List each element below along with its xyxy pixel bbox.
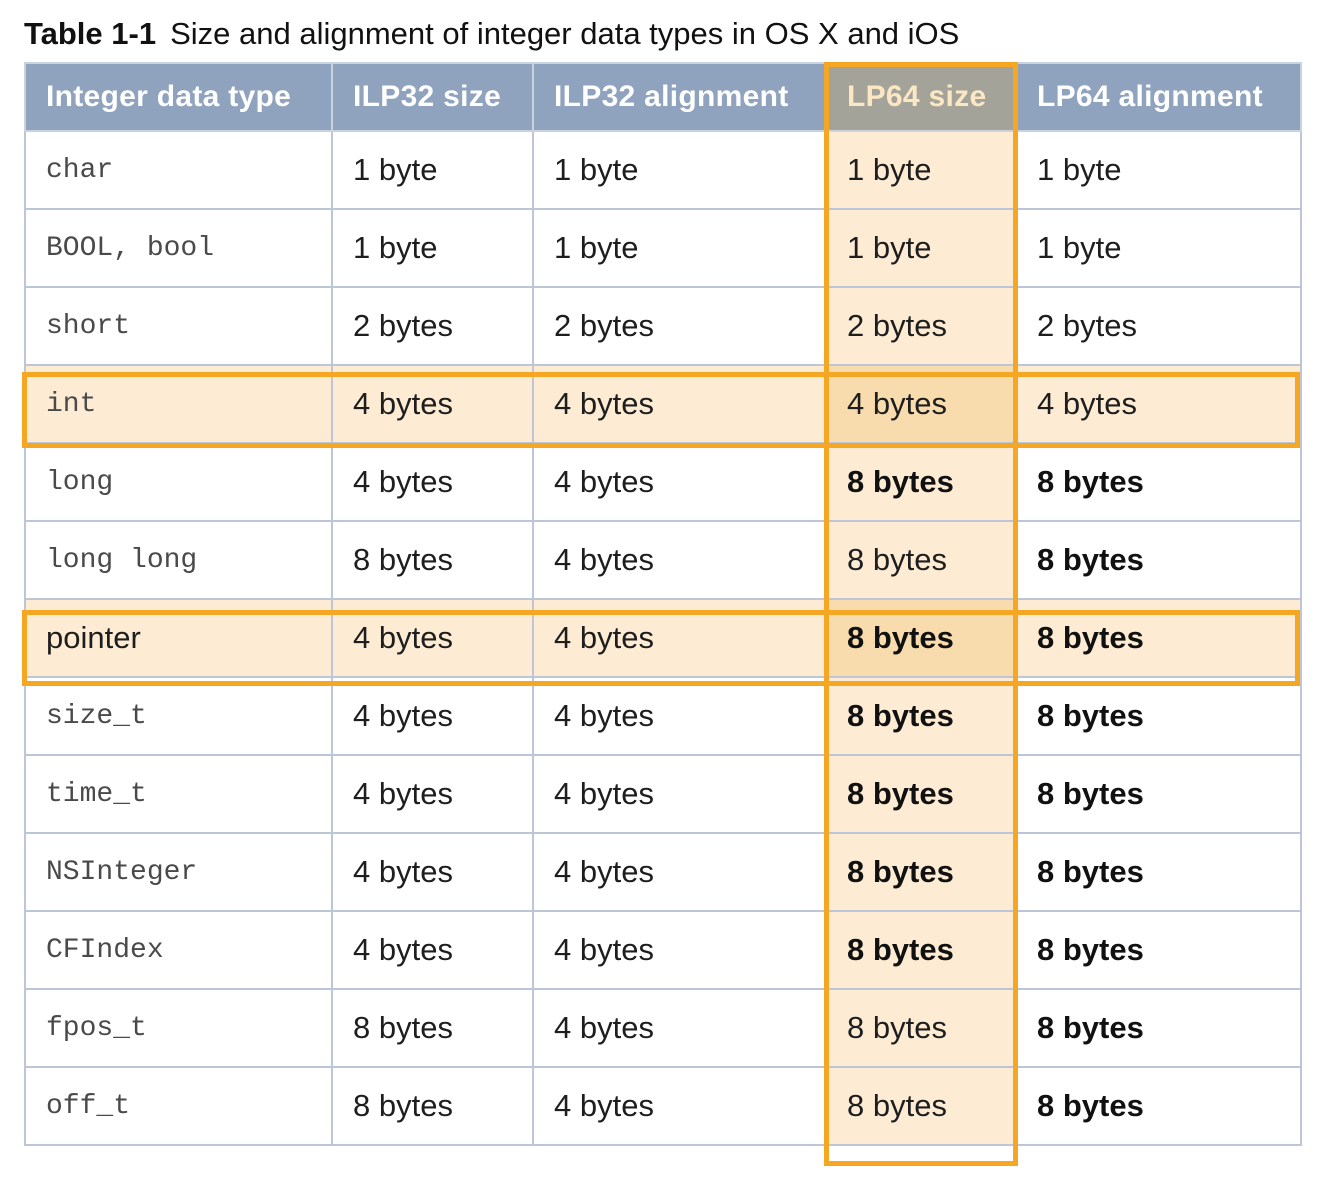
cell-type: long — [24, 442, 333, 522]
cell-lp64-alignment: 8 bytes — [1015, 988, 1302, 1068]
cell-lp64-alignment: 8 bytes — [1015, 520, 1302, 600]
header-integer-data-type: Integer data type — [24, 62, 333, 132]
cell-lp64-alignment: 8 bytes — [1015, 832, 1302, 912]
cell-lp64-size: 1 byte — [825, 208, 1017, 288]
cell-lp64-alignment: 4 bytes — [1015, 364, 1302, 444]
cell-ilp32-alignment: 4 bytes — [532, 832, 827, 912]
cell-ilp32-size: 8 bytes — [331, 1066, 534, 1146]
cell-lp64-alignment: 8 bytes — [1015, 676, 1302, 756]
cell-lp64-size: 8 bytes — [825, 832, 1017, 912]
cell-ilp32-alignment: 4 bytes — [532, 676, 827, 756]
cell-lp64-size: 8 bytes — [825, 442, 1017, 522]
cell-ilp32-size: 4 bytes — [331, 598, 534, 678]
cell-ilp32-alignment: 4 bytes — [532, 988, 827, 1068]
cell-ilp32-size: 4 bytes — [331, 364, 534, 444]
table-row: long long 8 bytes 4 bytes 8 bytes 8 byte… — [24, 520, 1302, 600]
cell-lp64-size: 4 bytes — [825, 364, 1017, 444]
cell-type: CFIndex — [24, 910, 333, 990]
cell-lp64-size: 8 bytes — [825, 520, 1017, 600]
table-row-highlighted-pointer: pointer 4 bytes 4 bytes 8 bytes 8 bytes — [24, 598, 1302, 678]
table-row: fpos_t 8 bytes 4 bytes 8 bytes 8 bytes — [24, 988, 1302, 1068]
table-row: long 4 bytes 4 bytes 8 bytes 8 bytes — [24, 442, 1302, 522]
cell-lp64-alignment: 8 bytes — [1015, 754, 1302, 834]
cell-ilp32-alignment: 4 bytes — [532, 520, 827, 600]
cell-type: pointer — [24, 598, 333, 678]
table-caption: Table 1-1 Size and alignment of integer d… — [24, 12, 959, 56]
cell-type: int — [24, 364, 333, 444]
header-ilp32-alignment: ILP32 alignment — [532, 62, 827, 132]
cell-ilp32-size: 4 bytes — [331, 832, 534, 912]
cell-type: short — [24, 286, 333, 366]
cell-type: size_t — [24, 676, 333, 756]
cell-lp64-alignment: 1 byte — [1015, 130, 1302, 210]
cell-ilp32-alignment: 4 bytes — [532, 910, 827, 990]
table-row: off_t 8 bytes 4 bytes 8 bytes 8 bytes — [24, 1066, 1302, 1146]
cell-ilp32-size: 1 byte — [331, 130, 534, 210]
table-row: size_t 4 bytes 4 bytes 8 bytes 8 bytes — [24, 676, 1302, 756]
cell-ilp32-size: 4 bytes — [331, 676, 534, 756]
table-row: char 1 byte 1 byte 1 byte 1 byte — [24, 130, 1302, 210]
integer-sizes-table: Integer data type ILP32 size ILP32 align… — [24, 62, 1302, 1146]
cell-ilp32-size: 4 bytes — [331, 910, 534, 990]
cell-lp64-size: 8 bytes — [825, 754, 1017, 834]
cell-type: time_t — [24, 754, 333, 834]
cell-lp64-size: 8 bytes — [825, 598, 1017, 678]
cell-lp64-size: 8 bytes — [825, 988, 1017, 1068]
cell-ilp32-alignment: 4 bytes — [532, 364, 827, 444]
cell-ilp32-alignment: 1 byte — [532, 130, 827, 210]
cell-type: long long — [24, 520, 333, 600]
table-header-row: Integer data type ILP32 size ILP32 align… — [24, 62, 1302, 132]
cell-lp64-size: 8 bytes — [825, 1066, 1017, 1146]
cell-lp64-alignment: 8 bytes — [1015, 442, 1302, 522]
header-lp64-alignment: LP64 alignment — [1015, 62, 1302, 132]
cell-lp64-alignment: 1 byte — [1015, 208, 1302, 288]
cell-lp64-alignment: 8 bytes — [1015, 910, 1302, 990]
table-row: BOOL, bool 1 byte 1 byte 1 byte 1 byte — [24, 208, 1302, 288]
cell-lp64-alignment: 8 bytes — [1015, 598, 1302, 678]
cell-lp64-size: 8 bytes — [825, 676, 1017, 756]
table-row: time_t 4 bytes 4 bytes 8 bytes 8 bytes — [24, 754, 1302, 834]
cell-ilp32-size: 4 bytes — [331, 754, 534, 834]
cell-ilp32-alignment: 2 bytes — [532, 286, 827, 366]
cell-ilp32-size: 8 bytes — [331, 520, 534, 600]
cell-ilp32-alignment: 4 bytes — [532, 754, 827, 834]
cell-ilp32-alignment: 4 bytes — [532, 1066, 827, 1146]
cell-type: char — [24, 130, 333, 210]
table-row: NSInteger 4 bytes 4 bytes 8 bytes 8 byte… — [24, 832, 1302, 912]
cell-ilp32-size: 1 byte — [331, 208, 534, 288]
cell-ilp32-alignment: 1 byte — [532, 208, 827, 288]
cell-lp64-alignment: 2 bytes — [1015, 286, 1302, 366]
header-lp64-size: LP64 size — [825, 62, 1017, 132]
cell-type: NSInteger — [24, 832, 333, 912]
table-caption-title: Size and alignment of integer data types… — [170, 16, 960, 51]
cell-lp64-size: 1 byte — [825, 130, 1017, 210]
cell-ilp32-size: 8 bytes — [331, 988, 534, 1068]
cell-type: off_t — [24, 1066, 333, 1146]
table-caption-label: Table 1-1 — [24, 16, 157, 51]
table-row: CFIndex 4 bytes 4 bytes 8 bytes 8 bytes — [24, 910, 1302, 990]
cell-lp64-alignment: 8 bytes — [1015, 1066, 1302, 1146]
cell-ilp32-size: 2 bytes — [331, 286, 534, 366]
cell-ilp32-alignment: 4 bytes — [532, 598, 827, 678]
cell-lp64-size: 8 bytes — [825, 910, 1017, 990]
table-row-highlighted-int: int 4 bytes 4 bytes 4 bytes 4 bytes — [24, 364, 1302, 444]
cell-lp64-size: 2 bytes — [825, 286, 1017, 366]
table-row: short 2 bytes 2 bytes 2 bytes 2 bytes — [24, 286, 1302, 366]
cell-ilp32-alignment: 4 bytes — [532, 442, 827, 522]
cell-type: BOOL, bool — [24, 208, 333, 288]
header-ilp32-size: ILP32 size — [331, 62, 534, 132]
cell-type: fpos_t — [24, 988, 333, 1068]
cell-ilp32-size: 4 bytes — [331, 442, 534, 522]
